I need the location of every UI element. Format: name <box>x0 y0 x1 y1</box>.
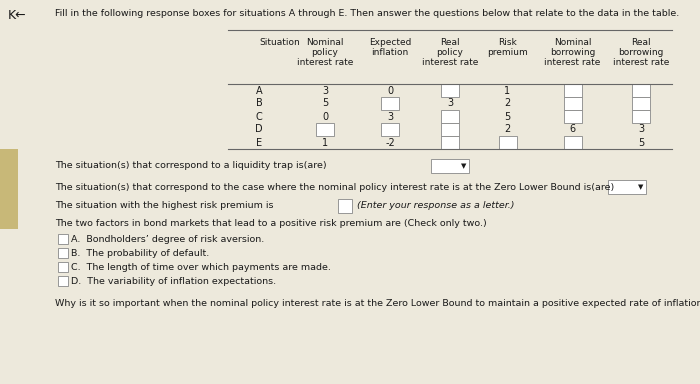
FancyBboxPatch shape <box>0 149 18 229</box>
Text: B: B <box>256 99 262 109</box>
Text: E: E <box>256 137 262 147</box>
Text: The situation with the highest risk premium is: The situation with the highest risk prem… <box>55 202 274 210</box>
Text: Risk: Risk <box>498 38 517 47</box>
Text: The situation(s) that correspond to a liquidity trap is(are): The situation(s) that correspond to a li… <box>55 162 327 170</box>
Text: 6: 6 <box>569 124 575 134</box>
Text: ▼: ▼ <box>638 184 644 190</box>
Text: 3: 3 <box>447 99 453 109</box>
FancyBboxPatch shape <box>381 97 399 110</box>
FancyBboxPatch shape <box>564 97 582 110</box>
Text: 5: 5 <box>322 99 328 109</box>
Text: A: A <box>256 86 262 96</box>
Text: 2: 2 <box>505 124 510 134</box>
Text: 3: 3 <box>638 124 644 134</box>
Text: 0: 0 <box>322 111 328 121</box>
FancyBboxPatch shape <box>58 248 68 258</box>
Text: The situation(s) that correspond to the case where the nominal policy interest r: The situation(s) that correspond to the … <box>55 182 615 192</box>
Text: -2: -2 <box>385 137 395 147</box>
Text: ▼: ▼ <box>461 163 467 169</box>
Text: A.  Bondholders’ degree of risk aversion.: A. Bondholders’ degree of risk aversion. <box>71 235 265 243</box>
FancyBboxPatch shape <box>632 97 650 110</box>
FancyBboxPatch shape <box>316 123 334 136</box>
Text: policy: policy <box>437 48 463 57</box>
FancyBboxPatch shape <box>564 136 582 149</box>
FancyBboxPatch shape <box>441 123 459 136</box>
FancyBboxPatch shape <box>441 136 459 149</box>
Text: Expected: Expected <box>369 38 411 47</box>
Text: C: C <box>256 111 262 121</box>
Text: D.  The variability of inflation expectations.: D. The variability of inflation expectat… <box>71 276 276 285</box>
FancyBboxPatch shape <box>564 84 582 97</box>
Text: K←: K← <box>8 9 27 22</box>
FancyBboxPatch shape <box>58 262 68 272</box>
Text: Nominal: Nominal <box>307 38 344 47</box>
Text: 1: 1 <box>322 137 328 147</box>
Text: borrowing: borrowing <box>618 48 664 57</box>
Text: C.  The length of time over which payments are made.: C. The length of time over which payment… <box>71 263 331 271</box>
FancyBboxPatch shape <box>608 180 646 194</box>
Text: 1: 1 <box>505 86 510 96</box>
Text: Fill in the following response boxes for situations A through E. Then answer the: Fill in the following response boxes for… <box>55 9 679 18</box>
Text: B.  The probability of default.: B. The probability of default. <box>71 248 209 258</box>
FancyBboxPatch shape <box>632 84 650 97</box>
Text: interest rate: interest rate <box>422 58 478 67</box>
Text: borrowing: borrowing <box>550 48 595 57</box>
Text: 0: 0 <box>387 86 393 96</box>
FancyBboxPatch shape <box>338 199 352 213</box>
Text: interest rate: interest rate <box>612 58 669 67</box>
FancyBboxPatch shape <box>498 136 517 149</box>
Text: Situation: Situation <box>259 38 300 47</box>
Text: 5: 5 <box>638 137 644 147</box>
FancyBboxPatch shape <box>381 123 399 136</box>
Text: inflation: inflation <box>372 48 409 57</box>
Text: 5: 5 <box>505 111 510 121</box>
FancyBboxPatch shape <box>58 234 68 244</box>
Text: 3: 3 <box>322 86 328 96</box>
Text: Why is it so important when the nominal policy interest rate is at the Zero Lowe: Why is it so important when the nominal … <box>55 298 700 308</box>
FancyBboxPatch shape <box>632 110 650 123</box>
FancyBboxPatch shape <box>441 110 459 123</box>
Text: D: D <box>256 124 262 134</box>
FancyBboxPatch shape <box>431 159 469 173</box>
Text: premium: premium <box>487 48 528 57</box>
Text: Nominal: Nominal <box>554 38 592 47</box>
Text: Real: Real <box>440 38 460 47</box>
Text: policy: policy <box>312 48 338 57</box>
Text: Real: Real <box>631 38 651 47</box>
FancyBboxPatch shape <box>58 276 68 286</box>
Text: interest rate: interest rate <box>545 58 601 67</box>
Text: (Enter your response as a letter.): (Enter your response as a letter.) <box>357 202 514 210</box>
Text: 3: 3 <box>387 111 393 121</box>
Text: The two factors in bond markets that lead to a positive risk premium are (Check : The two factors in bond markets that lea… <box>55 218 486 227</box>
FancyBboxPatch shape <box>441 84 459 97</box>
FancyBboxPatch shape <box>564 110 582 123</box>
Text: 2: 2 <box>505 99 510 109</box>
Text: interest rate: interest rate <box>297 58 354 67</box>
